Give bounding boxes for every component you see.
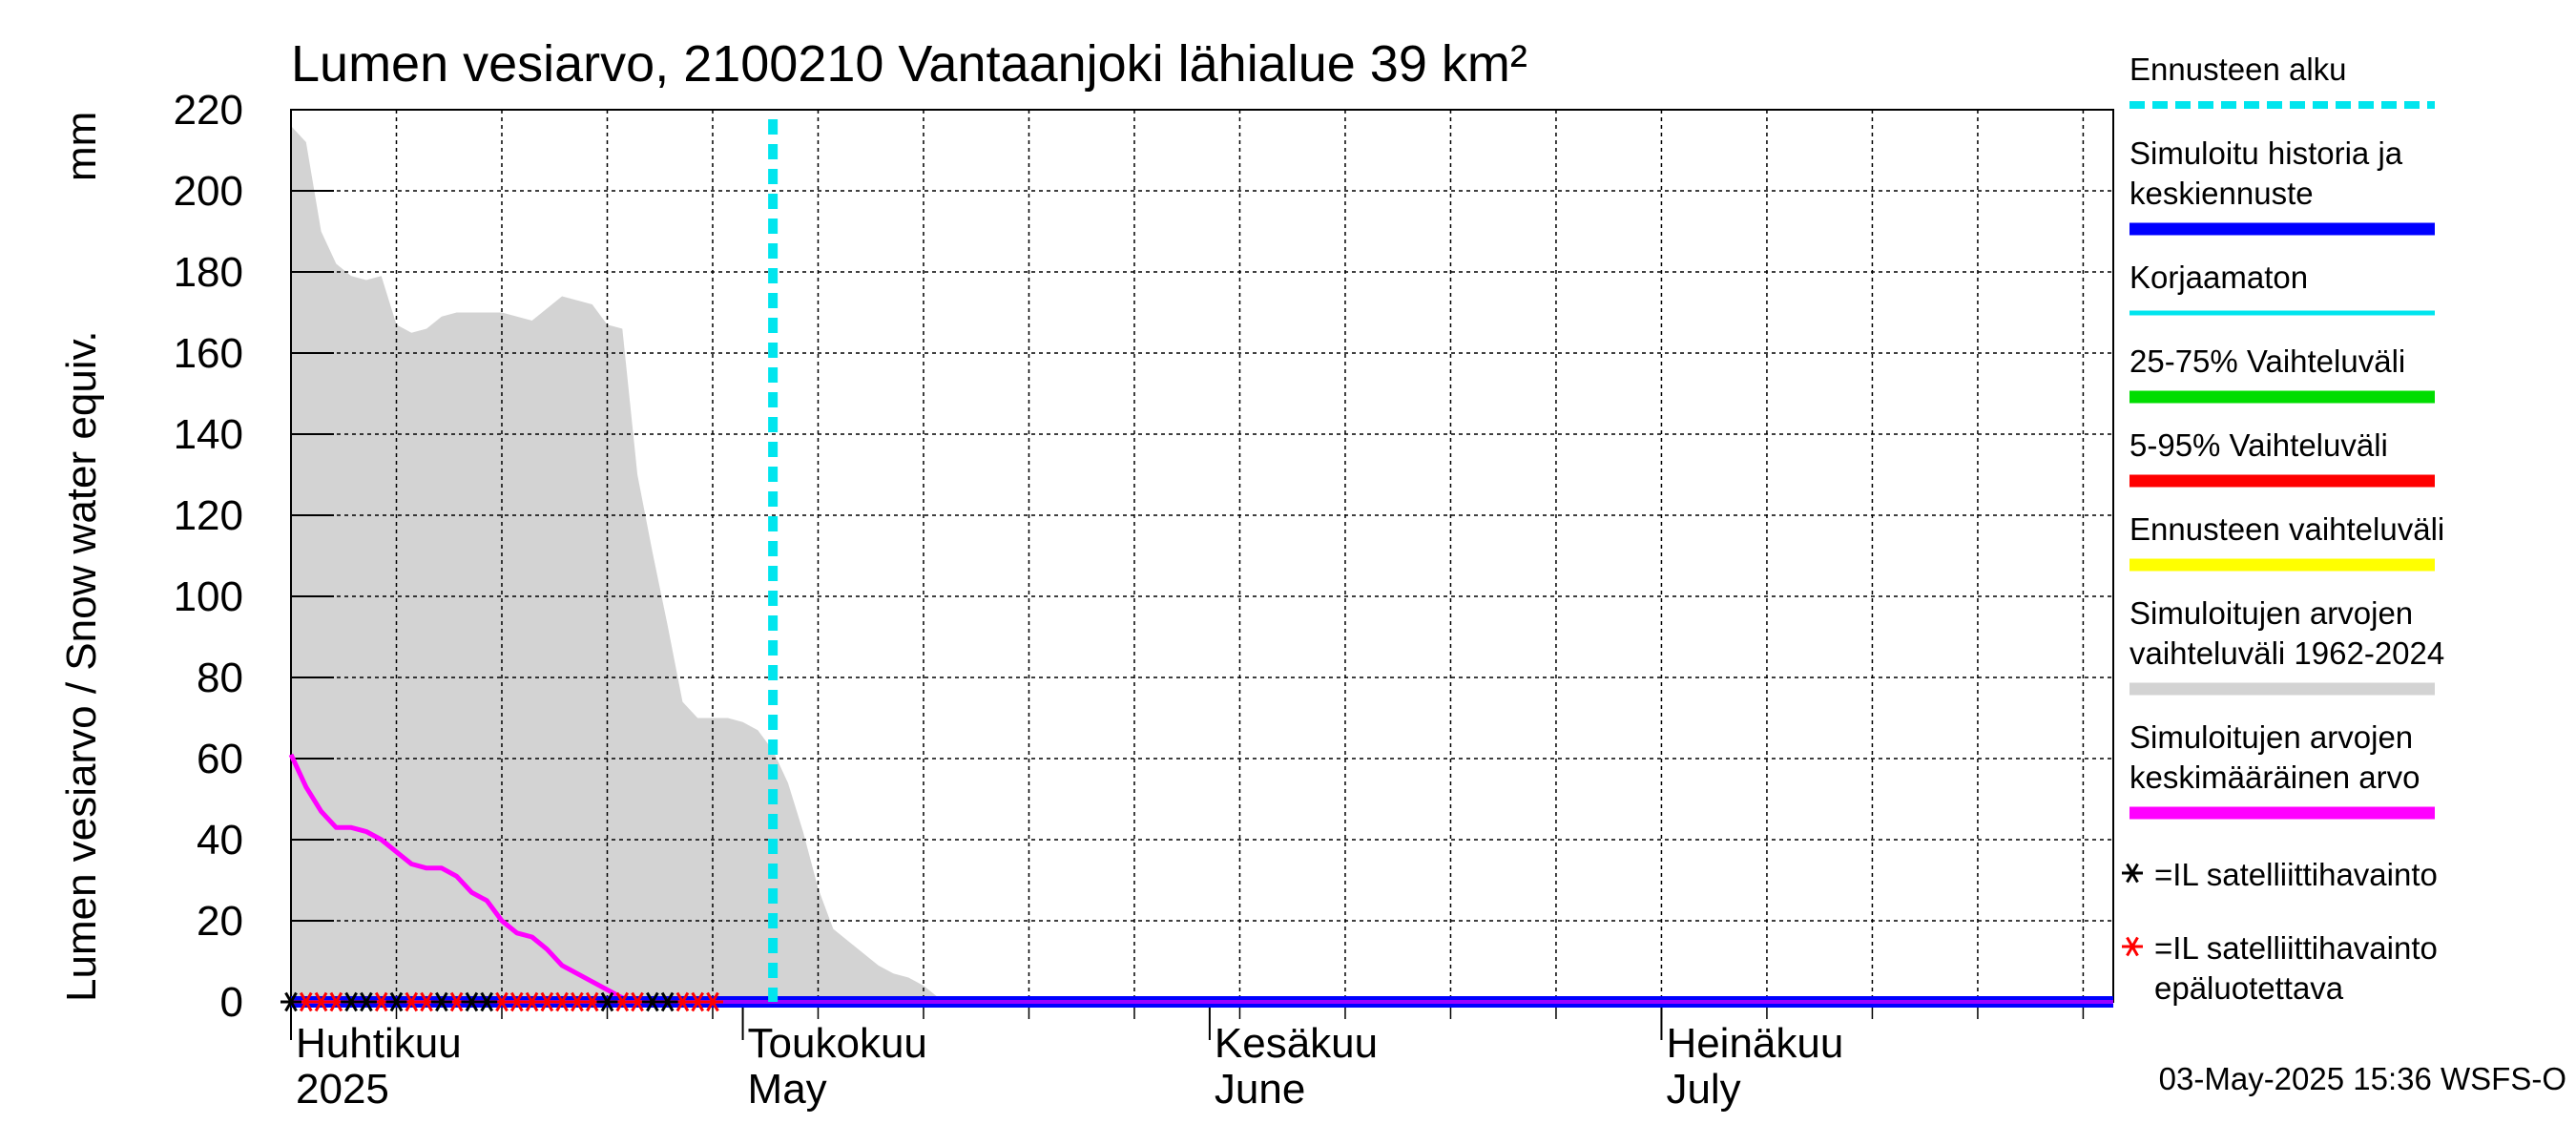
y-tick-label: 200 [174,168,243,215]
satellite-obs-reliable [385,991,407,1012]
legend-label: epäluotettava [2154,970,2344,1006]
legend: Ennusteen alku Simuloitu historia ja keski… [2122,52,2444,1006]
star-stroke [435,991,448,1012]
star-stroke [600,991,614,1012]
star-stroke [555,991,569,1012]
y-axis-unit: mm [58,112,105,181]
legend-star-icon [2122,936,2143,957]
star-stroke [495,991,509,1012]
month-label-fi: Heinäkuu [1666,1020,1843,1067]
legend-label: =IL satelliittihavainto [2154,930,2438,966]
star-stroke [480,991,494,1012]
star-stroke [314,991,328,1012]
y-tick-label: 20 [197,898,243,945]
legend-label: =IL satelliittihavainto [2154,857,2438,892]
y-tick-label: 40 [197,817,243,864]
satellite-obs-reliable [355,991,377,1012]
star-stroke [389,991,404,1012]
star-stroke [646,991,659,1012]
star-stroke [465,991,479,1012]
y-tick-label: 80 [197,655,243,701]
month-label-en: June [1215,1066,1305,1113]
legend-label: 25-75% Vaihteluväli [2129,344,2405,379]
legend-label: Simuloitu historia ja [2129,135,2403,171]
legend-label: Ennusteen alku [2129,52,2347,87]
legend-label: Ennusteen vaihteluväli [2129,511,2444,547]
timestamp-footer: 03-May-2025 15:36 WSFS-O [2159,1061,2566,1096]
month-label-en: 2025 [296,1066,389,1113]
satellite-obs-reliable [596,991,618,1012]
range-band-area [291,126,2113,1002]
star-stroke [329,991,343,1012]
plot-area: 0 20 40 60 80 100 120 140 160 180 200 220 Huhtikuu20… [174,87,2114,1113]
legend-label: vaihteluväli 1962-2024 [2129,635,2444,671]
star-stroke [509,991,524,1012]
y-axis-label: Lumen vesiarvo / Snow water equiv. [58,330,105,1002]
month-label-fi: Toukokuu [748,1020,927,1067]
star-stroke [691,991,704,1012]
month-label-en: May [748,1066,827,1113]
star-stroke [540,991,554,1012]
star-stroke [2126,863,2139,884]
y-tick-label: 220 [174,87,243,134]
legend-label: keskiennuste [2129,176,2314,211]
y-tick-label: 140 [174,411,243,458]
satellite-obs-reliable [476,991,498,1012]
satellite-obs-unreliable [701,991,723,1012]
satellite-obs-reliable [656,991,678,1012]
y-tick-label: 160 [174,330,243,377]
legend-label: keskimääräinen arvo [2129,760,2420,795]
chart-title: Lumen vesiarvo, 2100210 Vantaanjoki lähi… [291,35,1527,93]
star-stroke [675,991,690,1012]
star-stroke [405,991,419,1012]
star-stroke [706,991,719,1012]
y-tick-label: 0 [220,979,243,1026]
month-label-en: July [1666,1066,1740,1113]
star-stroke [2126,936,2139,957]
star-stroke [525,991,539,1012]
y-tick-label: 120 [174,492,243,539]
star-stroke [660,991,675,1012]
star-stroke [299,991,313,1012]
y-tick-label: 60 [197,736,243,782]
star-stroke [344,991,358,1012]
star-stroke [284,991,298,1012]
star-stroke [615,991,630,1012]
mean-value-line [288,753,638,1005]
y-tick-label: 100 [174,573,243,620]
legend-star-icon [2122,863,2143,884]
y-tick-label: 180 [174,249,243,296]
satellite-obs-reliable [280,991,301,1012]
star-stroke [420,991,433,1012]
legend-label: 5-95% Vaihteluväli [2129,427,2388,463]
month-label-fi: Huhtikuu [296,1020,462,1067]
month-label-fi: Kesäkuu [1215,1020,1378,1067]
satellite-obs-reliable [430,991,452,1012]
star-stroke [585,991,599,1012]
star-stroke [374,991,388,1012]
star-stroke [360,991,373,1012]
legend-label: Simuloitujen arvojen [2129,595,2413,631]
legend-label: Simuloitujen arvojen [2129,719,2413,755]
star-stroke [571,991,584,1012]
star-stroke [631,991,644,1012]
legend-label: Korjaamaton [2129,260,2308,295]
star-stroke [449,991,464,1012]
